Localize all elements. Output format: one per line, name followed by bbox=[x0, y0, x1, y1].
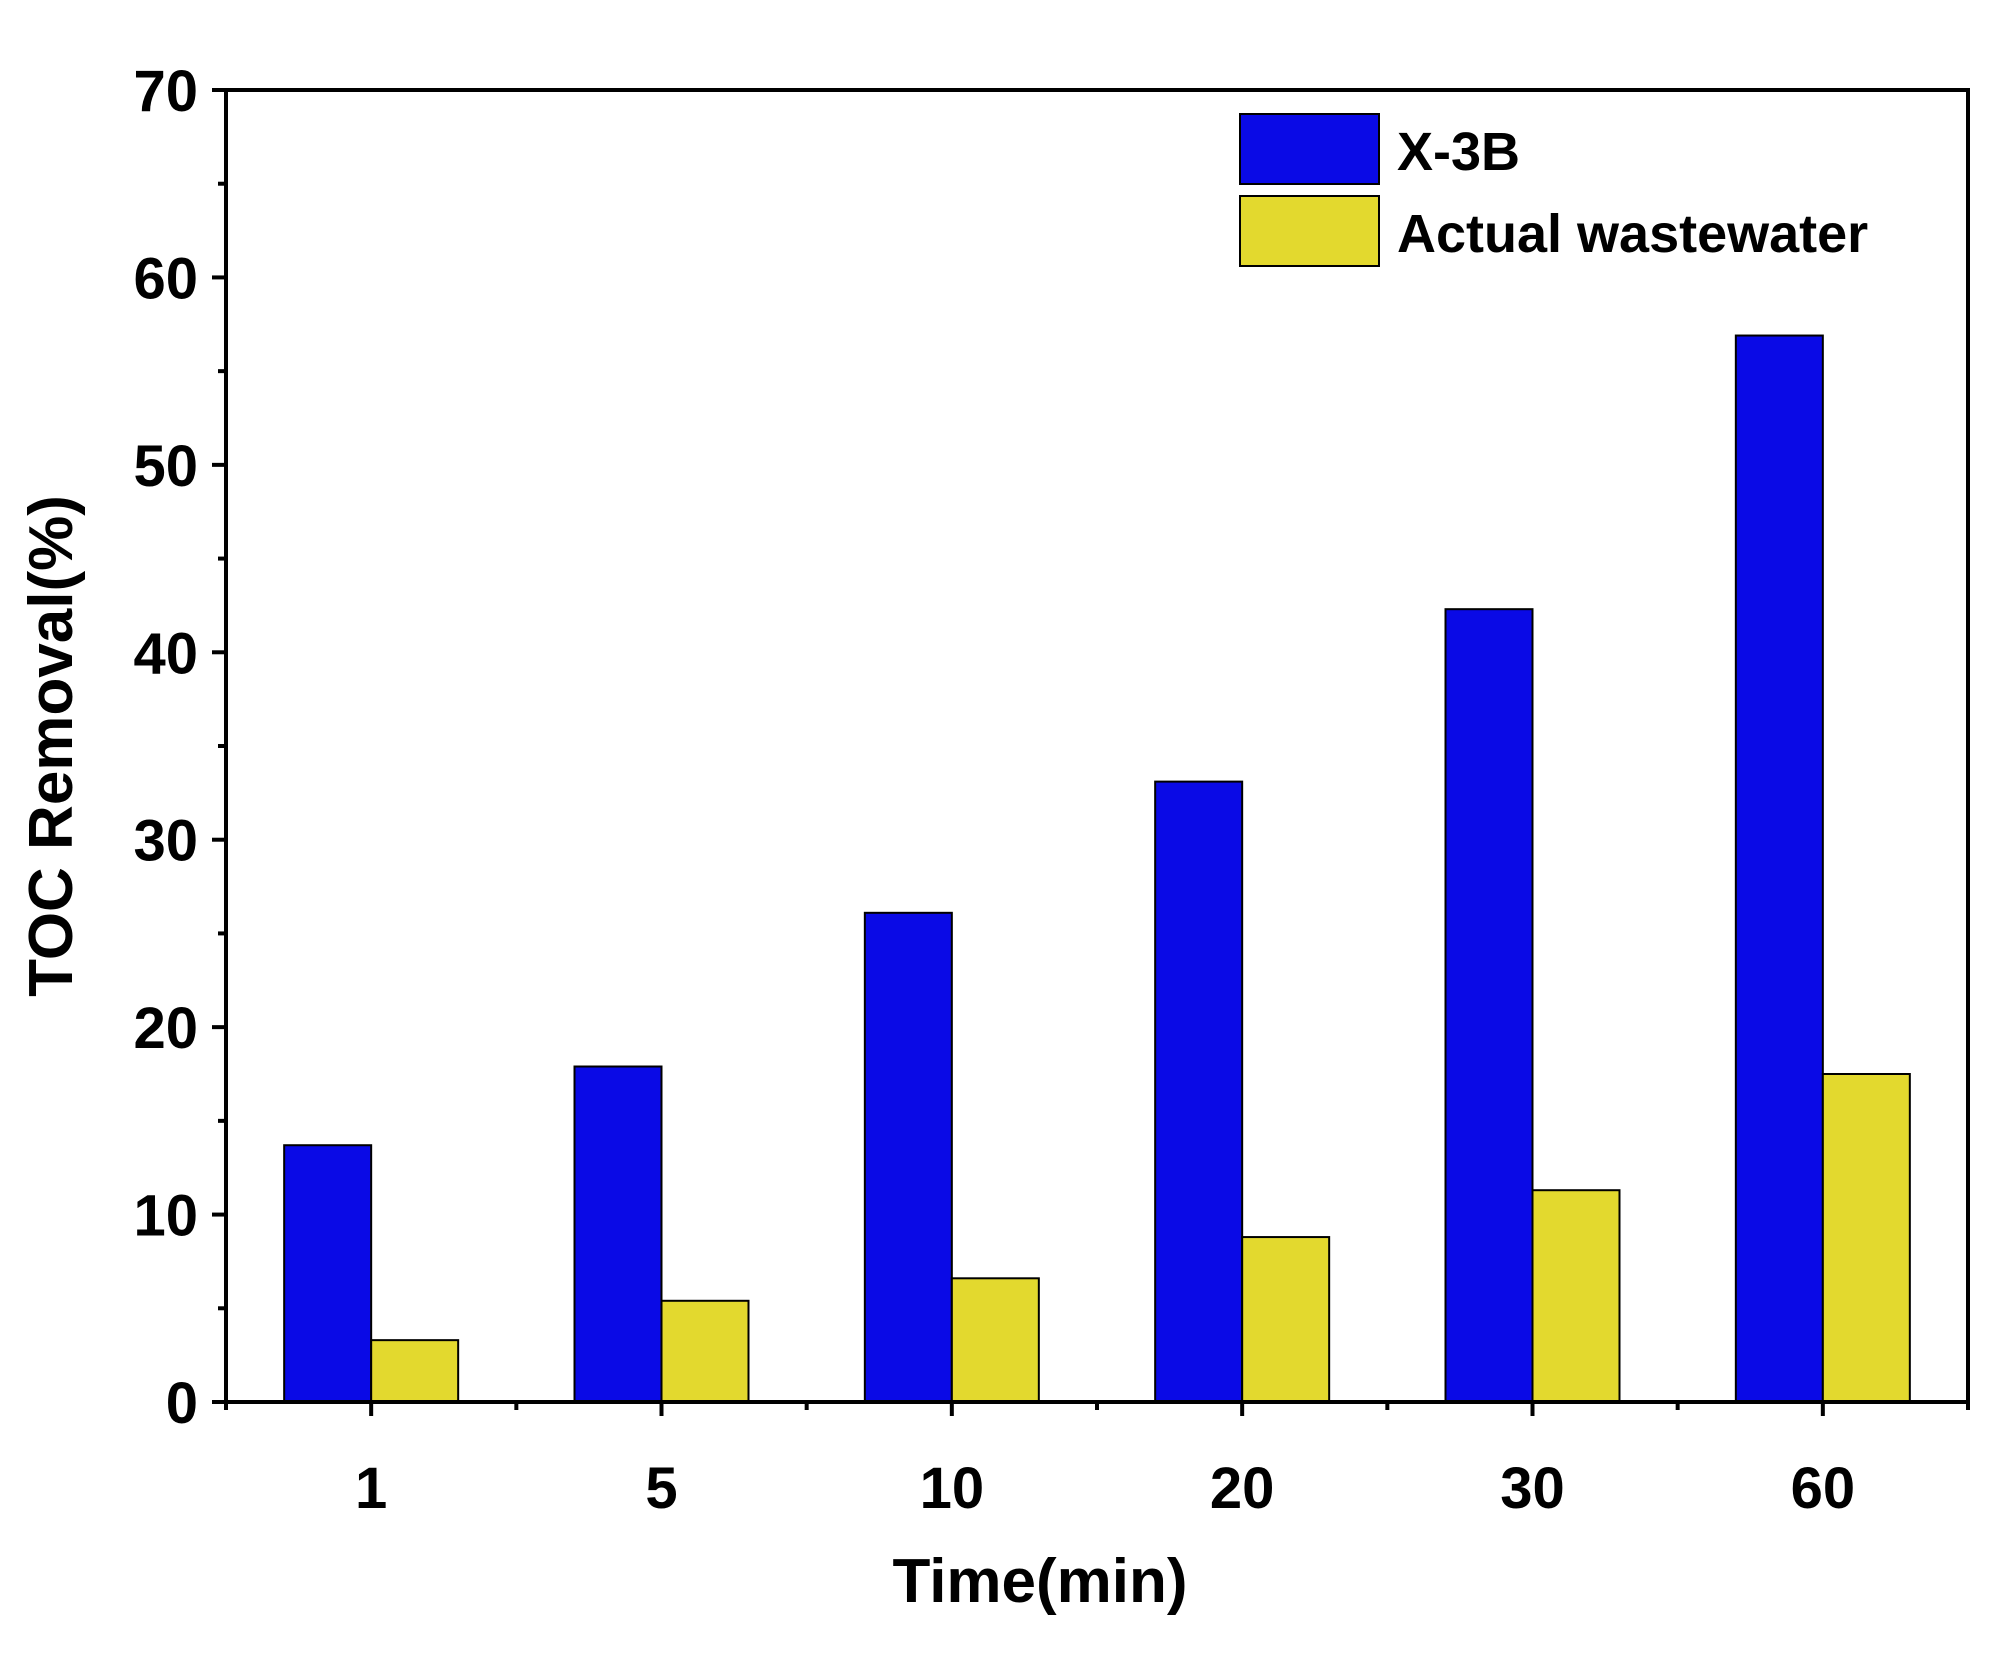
bar-x3b-1 bbox=[283, 1144, 373, 1404]
x-tick-label: 60 bbox=[1791, 1456, 1856, 1521]
ticks-layer bbox=[212, 88, 1970, 1416]
x-tick-label: 20 bbox=[1210, 1456, 1275, 1521]
bar-actual-wastewater-30 bbox=[1531, 1189, 1621, 1403]
x-tick-label: 1 bbox=[355, 1456, 387, 1521]
legend-swatch-x3b bbox=[1239, 113, 1380, 185]
y-tick-label: 40 bbox=[133, 621, 198, 686]
y-tick-label: 20 bbox=[133, 996, 198, 1061]
bar-actual-wastewater-10 bbox=[950, 1277, 1040, 1403]
legend: X-3B Actual wastewater bbox=[1239, 113, 1868, 267]
y-tick-label: 70 bbox=[133, 59, 198, 124]
plot-frame bbox=[224, 88, 1970, 1404]
legend-swatch-actual-wastewater bbox=[1239, 195, 1380, 267]
legend-label-x3b: X-3B bbox=[1397, 122, 1520, 182]
y-tick-label: 60 bbox=[133, 246, 198, 311]
bar-actual-wastewater-60 bbox=[1821, 1073, 1911, 1403]
y-tick-label: 30 bbox=[133, 809, 198, 874]
x-tick-label: 5 bbox=[645, 1456, 677, 1521]
y-tick-label: 10 bbox=[133, 1184, 198, 1249]
x-tick-label: 10 bbox=[920, 1456, 985, 1521]
y-tick-label: 0 bbox=[166, 1371, 198, 1436]
x-tick-label: 30 bbox=[1500, 1456, 1565, 1521]
bar-actual-wastewater-1 bbox=[370, 1339, 460, 1403]
bar-x3b-5 bbox=[573, 1065, 663, 1403]
y-tick-label: 50 bbox=[133, 434, 198, 499]
bar-actual-wastewater-20 bbox=[1241, 1236, 1331, 1404]
bars-layer bbox=[283, 334, 1911, 1404]
bar-actual-wastewater-5 bbox=[660, 1299, 750, 1403]
labels-layer: 0 10 20 30 40 50 60 70 1 5 10 20 30 60 bbox=[133, 59, 1855, 1521]
legend-label-actual-wastewater: Actual wastewater bbox=[1397, 204, 1868, 264]
bar-x3b-10 bbox=[863, 911, 953, 1403]
bar-x3b-20 bbox=[1154, 780, 1244, 1403]
bar-x3b-30 bbox=[1444, 608, 1534, 1403]
x-axis-title: Time(min) bbox=[892, 1547, 1187, 1616]
bar-x3b-60 bbox=[1734, 334, 1824, 1404]
y-axis-title: TOC Removal(%) bbox=[17, 495, 86, 997]
